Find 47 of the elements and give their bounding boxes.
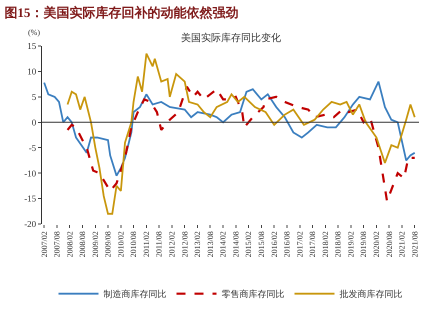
y-tick-label: 0 [32, 117, 37, 128]
x-tick-label: 2015/02 [244, 231, 254, 258]
x-tick-label: 2013/08 [206, 231, 215, 258]
x-tick-label: 2010/02 [116, 231, 126, 258]
x-tick-label: 2015/08 [256, 231, 266, 258]
x-tick-label: 2019/02 [346, 231, 356, 258]
x-tick-label: 2020/08 [384, 231, 394, 258]
legend-label: 批发商库存同比 [340, 289, 402, 300]
y-axis-title: (%) [28, 28, 40, 37]
x-tick-label: 2021/08 [410, 231, 420, 258]
x-tick-label: 2016/02 [270, 231, 279, 258]
x-tick-label: 2019/08 [359, 231, 368, 258]
y-tick-label: -5 [28, 142, 37, 153]
x-tick-label: 2007/02 [40, 231, 49, 258]
y-tick-label: 5 [32, 92, 37, 102]
x-tick-label: 2012/02 [168, 231, 177, 258]
y-tick-label: 15 [27, 41, 37, 52]
y-tick-label: -20 [24, 219, 37, 230]
x-tick-label: 2013/02 [193, 231, 202, 258]
line-series [43, 80, 416, 177]
y-tick-label: -10 [24, 168, 37, 178]
x-tick-label: 2020/02 [372, 231, 382, 258]
legend-label: 制造商库存同比 [104, 289, 166, 300]
x-tick-label: 2007/08 [52, 231, 62, 258]
x-tick-label: 2017/02 [295, 231, 304, 258]
x-tick-label: 2008/02 [65, 231, 74, 258]
x-tick-label: 2009/08 [104, 231, 113, 258]
x-tick-label: 2018/08 [334, 231, 343, 258]
y-tick-label: -15 [24, 194, 37, 204]
line-series [66, 52, 416, 215]
y-tick-label: 10 [27, 66, 37, 77]
legend-label: 零售商库存同比 [222, 289, 284, 300]
x-tick-label: 2011/08 [154, 231, 164, 258]
x-tick-label: 2008/08 [78, 231, 88, 258]
x-tick-label: 2018/02 [320, 231, 330, 258]
line-series [66, 86, 416, 202]
x-tick-label: 2016/08 [282, 231, 292, 258]
chart-subtitle: 美国实际库存同比变化 [181, 32, 281, 44]
x-tick-label: 2012/08 [180, 231, 190, 258]
x-tick-label: 2010/08 [129, 231, 138, 258]
x-tick-label: 2009/02 [90, 231, 100, 258]
x-tick-label: 2014/02 [218, 231, 228, 258]
chart-title: 图15：美国实际库存回补的动能依然强劲 [4, 5, 238, 20]
x-tick-label: 2021/02 [398, 231, 407, 258]
x-tick-label: 2011/02 [142, 231, 152, 258]
x-tick-label: 2017/08 [308, 231, 318, 258]
x-tick-label: 2014/08 [231, 231, 240, 258]
